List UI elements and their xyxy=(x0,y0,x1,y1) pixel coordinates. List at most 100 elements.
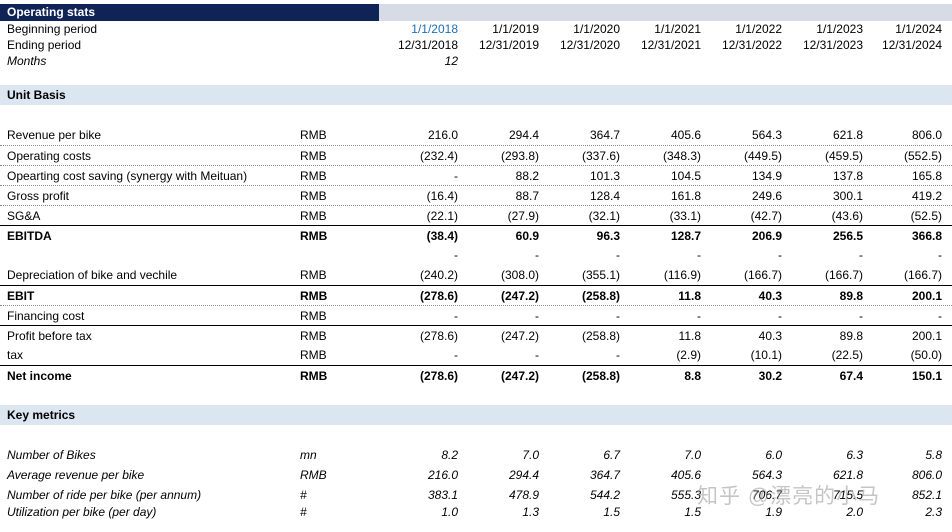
cell: (166.7) xyxy=(824,268,863,282)
cell: 30.2 xyxy=(758,369,782,383)
row-unit: RMB xyxy=(300,189,327,203)
cell: 200.1 xyxy=(911,289,942,303)
cell: 366.8 xyxy=(911,229,942,243)
cell: 294.4 xyxy=(508,468,539,482)
cell: (258.8) xyxy=(581,329,620,343)
table-row: Average revenue per bike RMB 216.0 294.4 364… xyxy=(0,465,952,485)
table-row: Operating costs RMB (232.4) (293.8) (337.6) (… xyxy=(0,145,952,166)
cell: - xyxy=(859,309,863,323)
cell: - xyxy=(454,309,458,323)
section-header-key-metrics: Key metrics xyxy=(0,405,952,425)
row-label: Average revenue per bike xyxy=(7,468,145,482)
cell: 128.4 xyxy=(589,189,620,203)
cell: 8.2 xyxy=(441,448,458,462)
cell: 364.7 xyxy=(589,128,620,142)
cell: 11.8 xyxy=(678,329,701,343)
cell: 806.0 xyxy=(911,128,942,142)
beginning-period-row: Beginning period 1/1/2018 1/1/2019 1/1/2… xyxy=(0,19,952,39)
cell: 12/31/2022 xyxy=(721,38,782,52)
cell: 364.7 xyxy=(589,468,620,482)
cell: 405.6 xyxy=(670,468,701,482)
cell: 137.8 xyxy=(832,169,863,183)
row-unit: # xyxy=(300,488,307,502)
cell: (16.4) xyxy=(426,189,458,203)
cell: - xyxy=(535,309,539,323)
row-unit: RMB xyxy=(300,468,327,482)
cell: - xyxy=(616,248,620,262)
cell: 88.7 xyxy=(515,189,539,203)
row-label: tax xyxy=(7,348,24,362)
cell: 60.9 xyxy=(515,229,539,243)
cell: 2.0 xyxy=(846,505,863,519)
section-header-unit-basis: Unit Basis xyxy=(0,85,952,105)
row-label: Beginning period xyxy=(7,22,98,36)
cell: 1.5 xyxy=(684,505,701,519)
cell: (348.3) xyxy=(662,149,701,163)
cell: 67.4 xyxy=(839,369,863,383)
row-label: Net income xyxy=(7,369,72,383)
cell: 89.8 xyxy=(839,289,863,303)
row-unit: mn xyxy=(300,448,317,462)
cell: (166.7) xyxy=(743,268,782,282)
cell: 7.0 xyxy=(522,448,539,462)
cell: (42.7) xyxy=(750,209,782,223)
cell: 706.7 xyxy=(751,488,782,502)
table-row: Net income RMB (278.6) (247.2) (258.8) 8.8 30.… xyxy=(0,365,952,386)
row-unit: RMB xyxy=(300,169,327,183)
row-unit: RMB xyxy=(300,128,327,142)
table-row: ------- xyxy=(0,245,952,265)
cell: (22.5) xyxy=(831,348,863,362)
cell: 200.1 xyxy=(911,329,942,343)
cell: 89.8 xyxy=(839,329,863,343)
cell: 1.0 xyxy=(441,505,458,519)
cell: 544.2 xyxy=(589,488,620,502)
cell: 715.5 xyxy=(832,488,863,502)
table-row: Revenue per bike RMB 216.0 294.4 364.7 405.6 5… xyxy=(0,125,952,145)
row-label: Revenue per bike xyxy=(7,128,102,142)
table-row: EBIT RMB (278.6) (247.2) (258.8) 11.8 40.3 89.8… xyxy=(0,285,952,306)
table-row: tax RMB - - - (2.9) (10.1) (22.5) (50.0) xyxy=(0,345,952,365)
cell: 7.0 xyxy=(684,448,701,462)
cell: 621.8 xyxy=(832,468,863,482)
cell: 12/31/2019 xyxy=(478,38,539,52)
cell: (293.8) xyxy=(500,149,539,163)
table-row: Gross profit RMB (16.4) 88.7 128.4 161.8 249.6… xyxy=(0,185,952,206)
row-unit: RMB xyxy=(300,149,327,163)
cell: 2.3 xyxy=(925,505,942,519)
cell: (33.1) xyxy=(669,209,701,223)
ending-period-row: Ending period 12/31/2018 12/31/2019 12/3… xyxy=(0,35,952,55)
cell: (240.2) xyxy=(419,268,458,282)
cell: (308.0) xyxy=(500,268,539,282)
row-unit: RMB xyxy=(300,309,327,323)
cell: 40.3 xyxy=(758,329,782,343)
cell: 12/31/2023 xyxy=(802,38,863,52)
row-label: Utilization per bike (per day) xyxy=(7,505,157,519)
table-row: Utilization per bike (per day) #1.0 1.3 1.5… xyxy=(0,502,952,522)
cell: - xyxy=(535,248,539,262)
row-unit: RMB xyxy=(300,229,328,243)
row-label: Depreciation of bike and vechile xyxy=(7,268,178,282)
cell: - xyxy=(859,248,863,262)
cell: - xyxy=(616,348,620,362)
cell: (32.1) xyxy=(588,209,620,223)
cell: 806.0 xyxy=(911,468,942,482)
cell: (449.5) xyxy=(743,149,782,163)
cell: (22.1) xyxy=(426,209,458,223)
cell: 12/31/2021 xyxy=(640,38,701,52)
cell: - xyxy=(454,248,458,262)
table-row: Opearting cost saving (synergy with Meit… xyxy=(0,165,952,186)
cell: 256.5 xyxy=(832,229,863,243)
cell: 1/1/2022 xyxy=(735,22,782,36)
row-unit: RMB xyxy=(300,268,327,282)
cell: 1.9 xyxy=(765,505,782,519)
cell: 11.8 xyxy=(678,289,701,303)
row-label: Profit before tax xyxy=(7,329,92,343)
cell: 419.2 xyxy=(911,189,942,203)
cell: - xyxy=(697,309,701,323)
cell: 555.3 xyxy=(670,488,701,502)
cell: - xyxy=(697,248,701,262)
months-row: Months 12 xyxy=(0,51,952,71)
cell: 294.4 xyxy=(508,128,539,142)
cell: 1.5 xyxy=(603,505,620,519)
cell: 6.0 xyxy=(765,448,782,462)
